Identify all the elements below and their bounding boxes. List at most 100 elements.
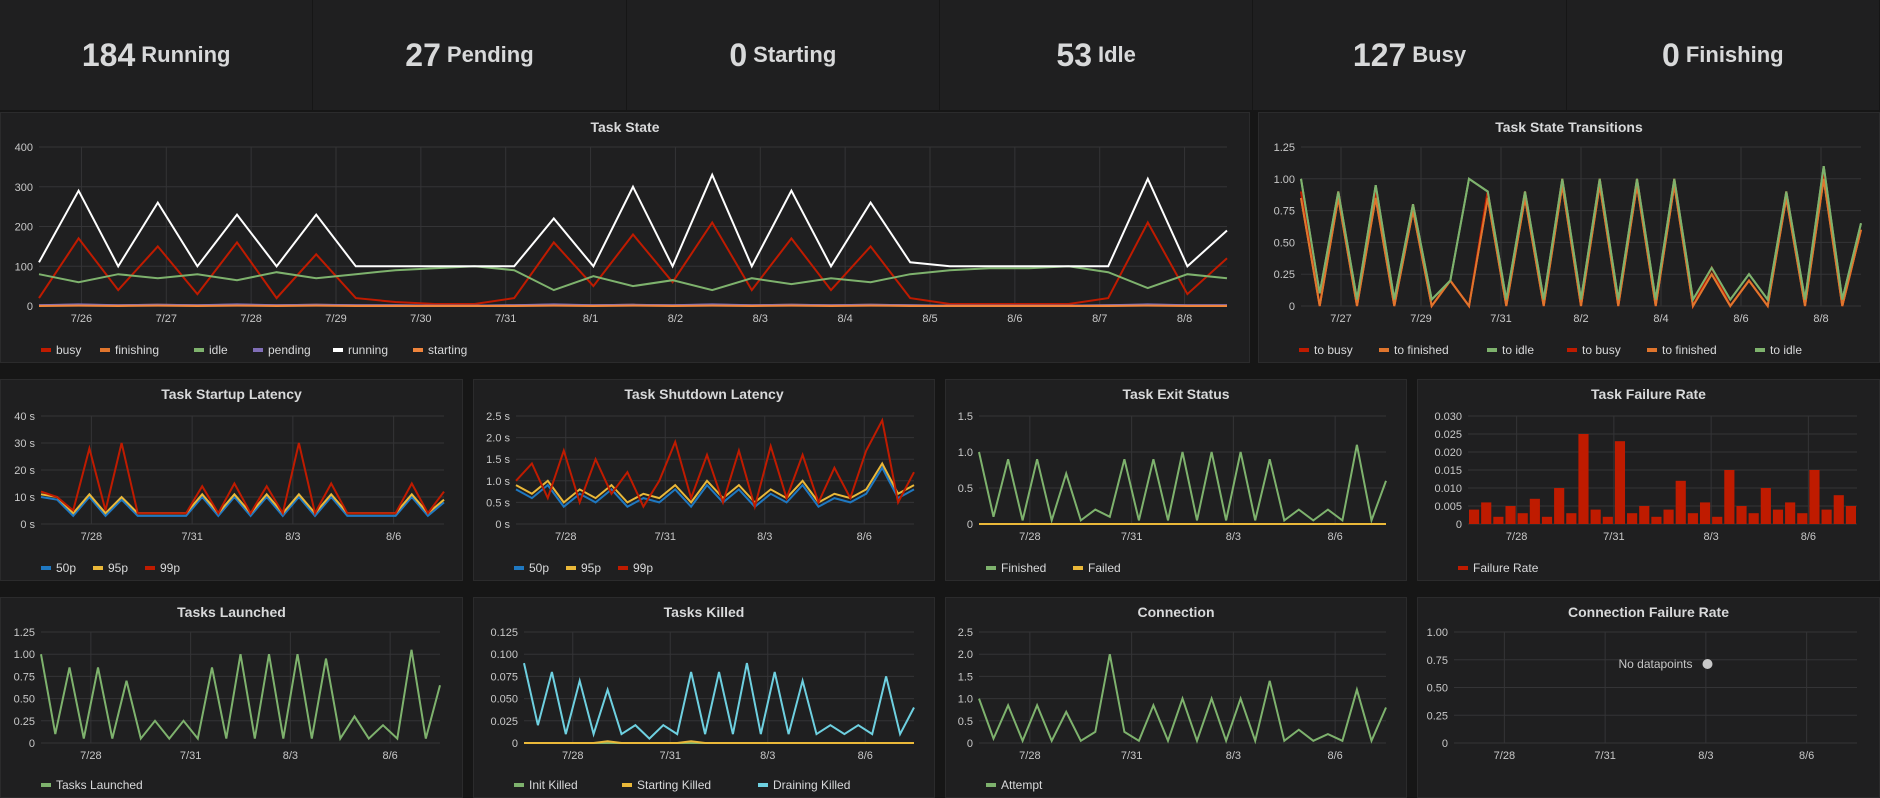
singlestat-value: 0 [1662,36,1680,73]
panel-task-exit-status[interactable]: Task Exit Status 0 0.5 1.0 1.5 7/28 7/31 8/3 8/6… [945,379,1407,581]
bar-failure-rate [1760,488,1771,524]
legend-item[interactable]: Attempt [1001,778,1043,792]
legend-item[interactable]: to idle [1770,343,1802,357]
panel-tasks-launched[interactable]: Tasks Launched 0 0.25 0.50 0.75 1.00 1.25 7/28 7… [0,597,463,798]
bar-failure-rate [1736,506,1747,524]
panel-title[interactable]: Connection Failure Rate [1567,604,1730,620]
y-tick-label: 1.5 s [486,454,510,466]
legend-item[interactable]: Finished [1001,561,1046,575]
x-tick-label: 7/31 [1490,313,1511,325]
info-icon[interactable] [1702,659,1713,669]
legend-item[interactable]: Failure Rate [1473,561,1539,575]
legend-item[interactable]: 99p [160,561,180,575]
x-tick-label: 7/27 [156,313,177,325]
panel-tasks-killed[interactable]: Tasks Killed 0 0.025 0.050 0.075 0.100 0.125 7/… [473,597,935,798]
panel-title[interactable]: Tasks Launched [177,604,286,620]
legend-item[interactable]: Failed [1088,561,1121,575]
y-tick-label: 20 s [14,465,35,477]
legend-item[interactable]: Tasks Launched [56,778,143,792]
y-tick-label: 0.075 [490,671,518,683]
panel-task-startup-latency[interactable]: Task Startup Latency 0 s 10 s 20 s 30 s 40 s 7… [0,379,463,581]
y-tick-label: 0.125 [490,627,518,639]
panel-title[interactable]: Tasks Killed [663,604,745,620]
bar-failure-rate [1675,480,1686,524]
x-tick-label: 8/6 [1801,531,1816,543]
chart-tasks-killed: 0 0.025 0.050 0.075 0.100 0.125 7/28 7/31 8/3 8/6… [490,627,915,792]
y-tick-label: 300 [15,182,33,194]
bar-failure-rate [1748,513,1759,524]
legend-item[interactable]: 99p [633,561,653,575]
legend-item[interactable]: finishing [115,343,159,357]
series-line-tasks-launched [40,649,441,742]
singlestat-finishing[interactable]: 0 Finishing [1566,0,1880,110]
legend-item[interactable]: starting [428,343,467,357]
chart-connection: 0 0.5 1.0 1.5 2.0 2.5 7/28 7/31 8/3 8/6 Attempt [958,627,1387,792]
legend-item[interactable]: to busy [1582,343,1621,357]
x-tick-label: 8/3 [760,750,775,762]
singlestat-busy[interactable]: 127 Busy [1253,0,1567,110]
legend-item[interactable]: 50p [56,561,76,575]
legend-item[interactable]: to finished [1662,343,1717,357]
legend-item[interactable]: 50p [529,561,549,575]
x-tick-label: 8/6 [1327,750,1342,762]
legend-item[interactable]: to idle [1502,343,1534,357]
series-line-starting-killed [524,740,914,744]
series-line-running [38,172,1228,269]
y-tick-label: 0 [27,301,33,313]
legend-item[interactable]: 95p [108,561,128,575]
x-tick-label: 8/6 [382,750,397,762]
panel-connection-failure-rate[interactable]: Connection Failure Rate 0 0.25 0.50 0.75 1.00… [1417,597,1880,798]
x-tick-label: 7/31 [180,750,201,762]
panel-title[interactable]: Task Exit Status [1122,386,1230,402]
x-tick-label: 7/31 [1121,750,1142,762]
x-tick-label: 8/6 [1327,531,1342,543]
panel-title[interactable]: Connection [1137,604,1215,620]
legend-item[interactable]: busy [56,343,81,357]
singlestat-label: Finishing [1685,42,1784,67]
panel-title[interactable]: Task Shutdown Latency [624,386,784,402]
panel-task-state-transitions[interactable]: Task State Transitions 0 0.25 0.50 0.75 1.00 1… [1258,112,1880,363]
panel-title[interactable]: Task Startup Latency [161,386,302,402]
chart-task-exit-status: 0 0.5 1.0 1.5 7/28 7/31 8/3 8/6 Finished Failed [958,411,1387,575]
x-tick-label: 8/6 [1799,750,1814,762]
legend-item[interactable]: pending [268,343,311,357]
x-tick-label: 8/4 [837,313,852,325]
bar-failure-rate [1529,498,1540,524]
series-line-to-finished [1300,178,1862,309]
panel-task-shutdown-latency[interactable]: Task Shutdown Latency 0 s 0.5 s 1.0 s 1.5 s 2… [473,379,935,581]
series-line-idle [38,265,1228,292]
panel-title[interactable]: Task State [590,119,660,135]
legend-item[interactable]: Draining Killed [773,778,850,792]
y-tick-label: 0 [1442,738,1448,750]
legend-item[interactable]: Starting Killed [637,778,711,792]
singlestat-value: 27 [405,36,441,73]
x-tick-label: 7/31 [181,531,202,543]
y-tick-label: 200 [15,222,33,234]
singlestat-running[interactable]: 184 Running [0,0,314,110]
singlestat-starting[interactable]: 0 Starting [626,0,940,110]
x-tick-label: 7/26 [71,313,92,325]
panel-title[interactable]: Task State Transitions [1495,119,1643,135]
panel-title[interactable]: Task Failure Rate [1591,386,1706,402]
y-tick-label: 0 [1456,519,1462,531]
x-tick-label: 8/4 [1653,313,1668,325]
legend-item[interactable]: Init Killed [529,778,578,792]
legend-item[interactable]: idle [209,343,228,357]
y-tick-label: 40 s [14,411,35,423]
singlestat-pending[interactable]: 27 Pending [313,0,627,110]
bar-failure-rate [1699,502,1711,524]
y-tick-label: 0 [512,738,518,750]
legend-item[interactable]: 95p [581,561,601,575]
panel-connection[interactable]: Connection 0 0.5 1.0 1.5 2.0 2.5 7/28 7/31 8/3 8/6… [945,597,1407,798]
x-tick-label: 8/3 [1226,531,1241,543]
bar-failure-rate [1724,470,1735,524]
y-tick-label: 1.0 [958,694,973,706]
legend-item[interactable]: to busy [1314,343,1353,357]
legend-item[interactable]: running [348,343,388,357]
singlestat-idle[interactable]: 53 Idle [940,0,1254,110]
panel-task-state[interactable]: Task State 0 100 200 300 400 7/26 7/27 7/28 7/29 7… [0,112,1250,363]
x-tick-label: 7/28 [80,750,101,762]
panel-task-failure-rate[interactable]: Task Failure Rate 0 0.005 0.010 0.015 0.020 0.… [1417,379,1880,581]
legend-item[interactable]: to finished [1394,343,1449,357]
series-line-to-idle [1300,165,1862,303]
